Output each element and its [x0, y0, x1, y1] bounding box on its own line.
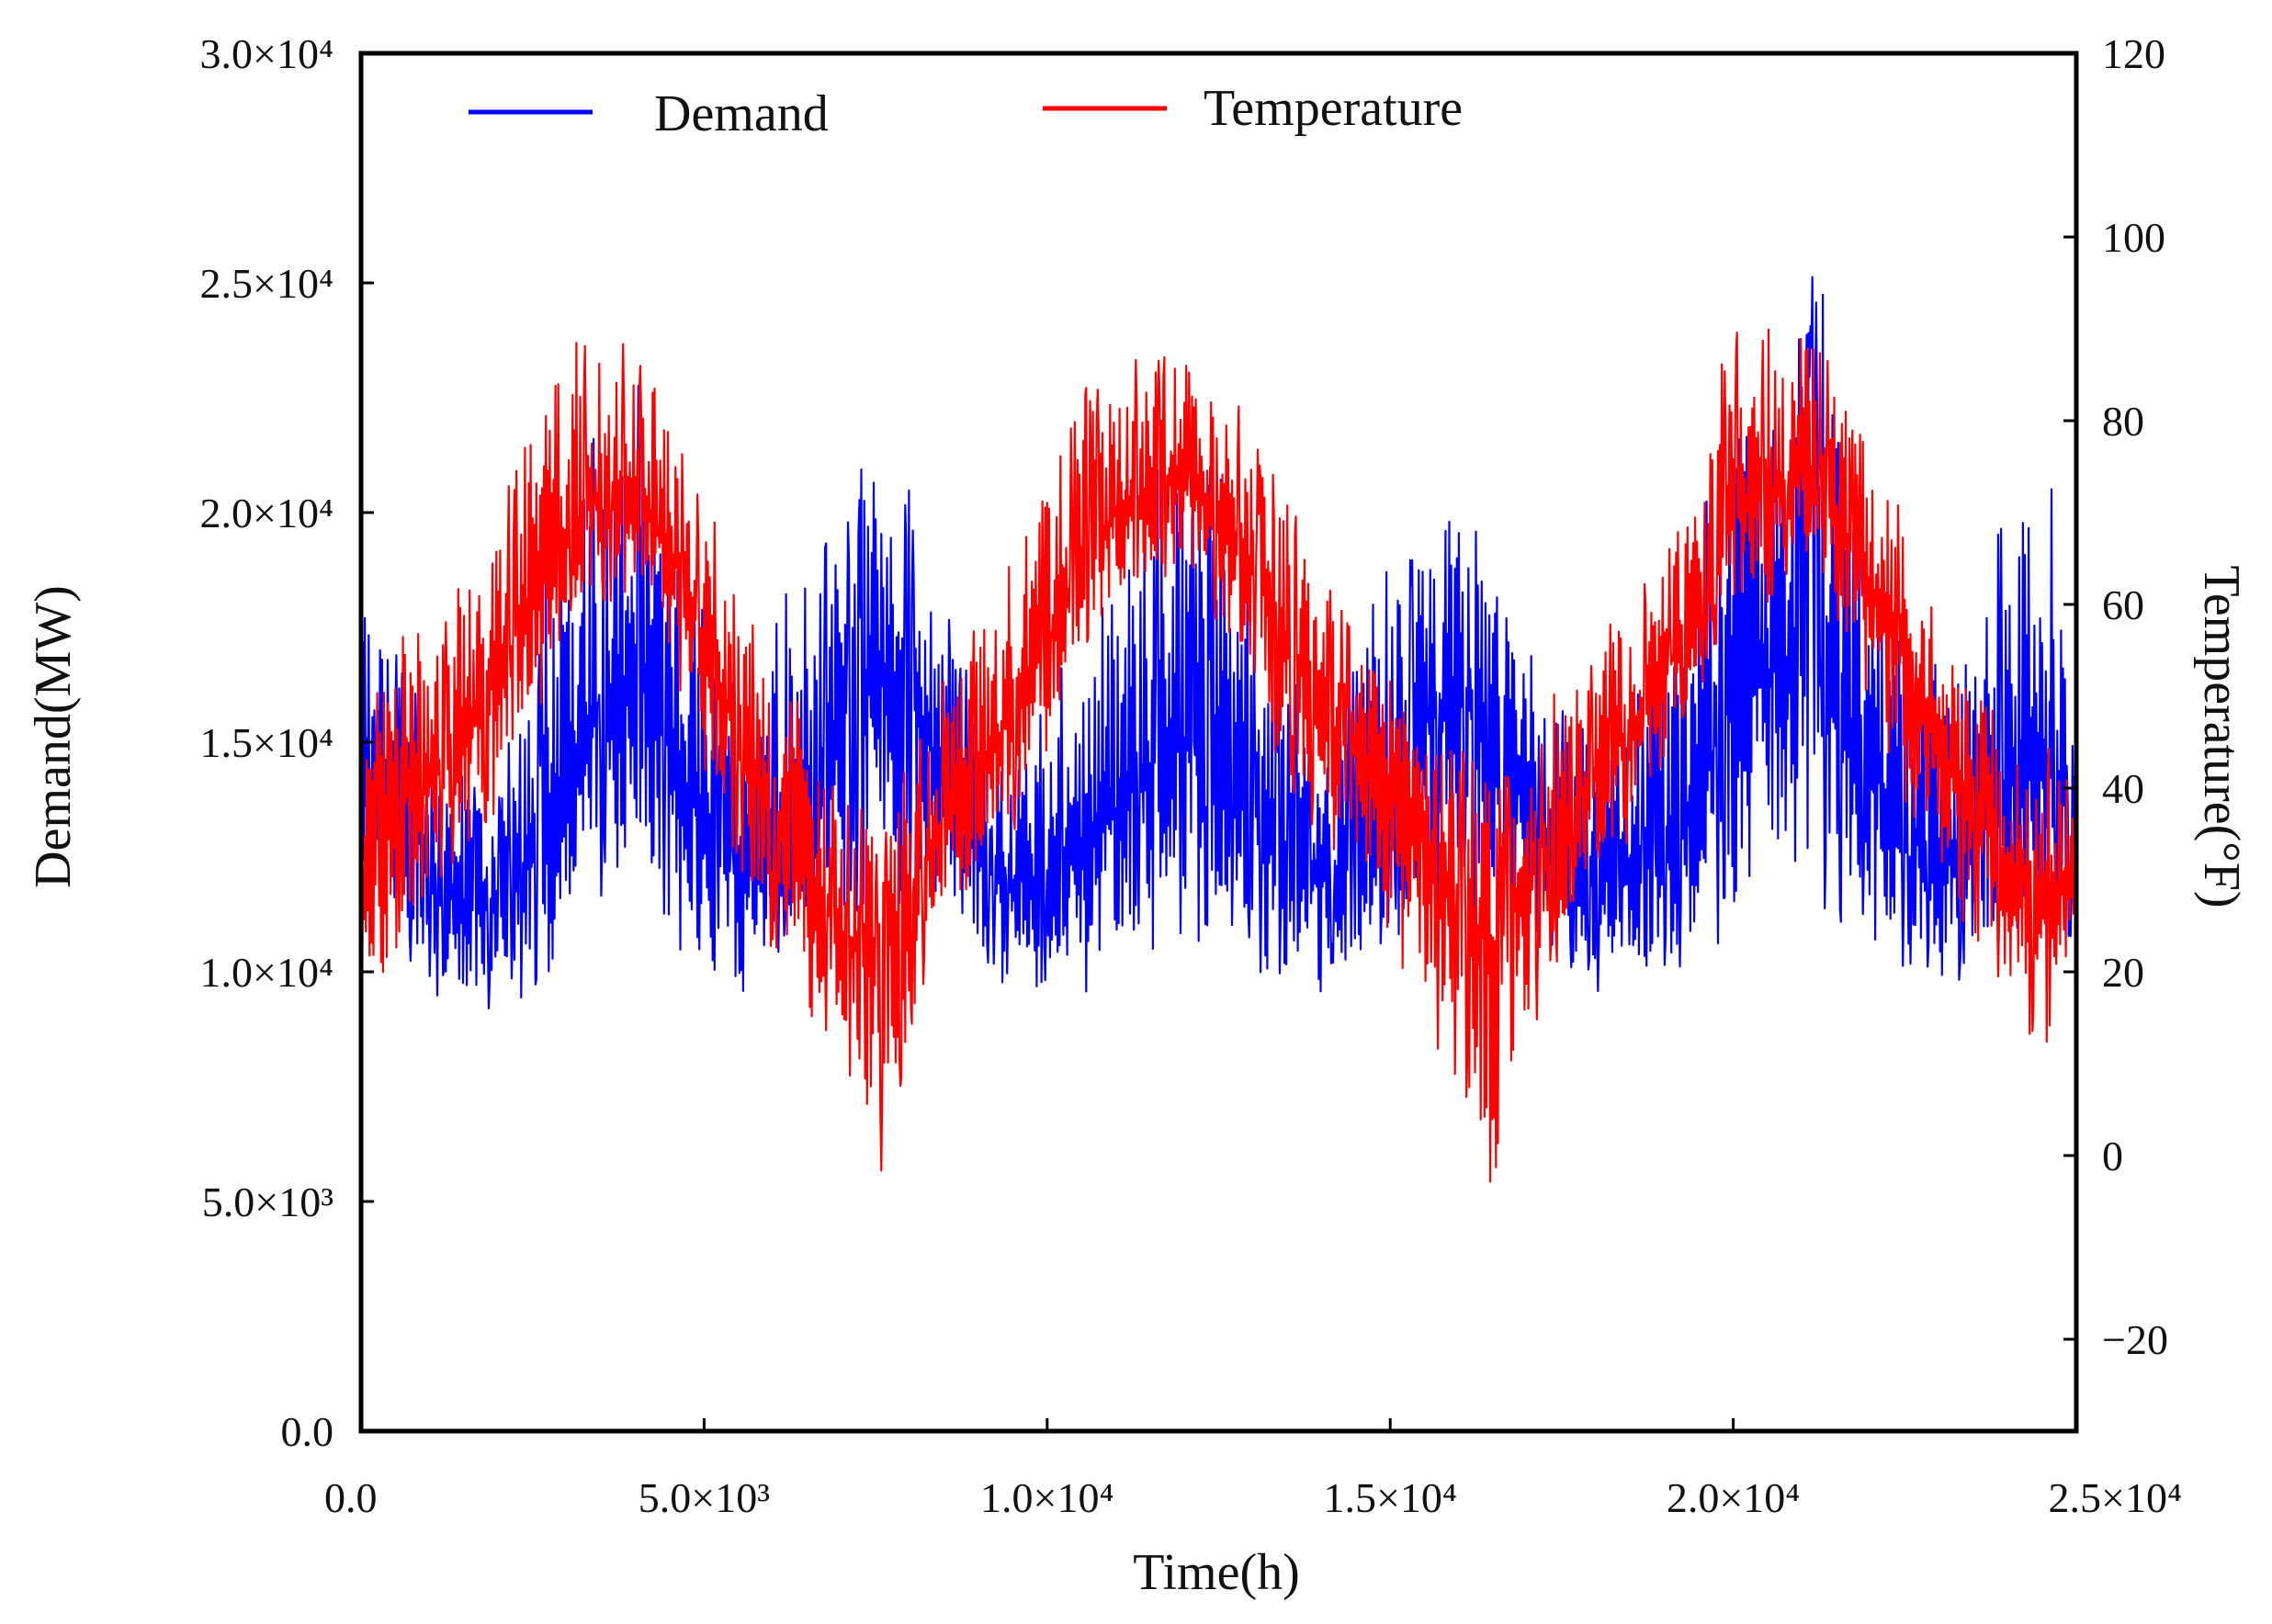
y-left-tick-label: 2.0×10⁴: [200, 490, 333, 536]
series-layer: [359, 276, 2078, 1183]
x-tick-label: 2.5×10⁴: [2049, 1474, 2182, 1521]
y-right-tick-label: 100: [2102, 214, 2165, 261]
series-line-temperature: [359, 328, 2078, 1183]
y-right-tick-label: 20: [2102, 949, 2144, 996]
y-left-tick-label: 1.5×10⁴: [200, 719, 333, 766]
x-tick-label: 1.0×10⁴: [980, 1474, 1113, 1521]
legend-label-demand: Demand: [654, 85, 829, 142]
y-left-axis-title: Demand(MW): [25, 585, 82, 888]
x-tick-label: 5.0×10³: [639, 1474, 770, 1521]
y-right-tick-label: 0: [2102, 1133, 2123, 1179]
x-axis-title: Time(h): [1133, 1544, 1300, 1601]
x-axis-ticks: 0.0 5.0×10³ 1.0×10⁴ 1.5×10⁴ 2.0×10⁴ 2.5×10⁴: [324, 1418, 2182, 1521]
y-left-tick-label: 3.0×10⁴: [200, 30, 333, 77]
legend-label-temperature: Temperature: [1204, 80, 1463, 137]
x-tick-label: 1.5×10⁴: [1323, 1474, 1456, 1521]
x-tick-label: 2.0×10⁴: [1667, 1474, 1800, 1521]
y-right-tick-label: 40: [2102, 765, 2144, 812]
y-right-tick-label: 60: [2102, 581, 2144, 628]
y-left-tick-label: 5.0×10³: [202, 1179, 333, 1225]
y-right-axis-ticks: −20 0 20 40 60 80 100 120: [2063, 30, 2168, 1363]
x-tick-label: 0.0: [324, 1474, 378, 1521]
y-right-tick-label: 80: [2102, 398, 2144, 445]
y-left-tick-label: 1.0×10⁴: [200, 949, 333, 996]
y-right-tick-label: −20: [2102, 1316, 2168, 1363]
y-right-axis-title: Temperature(°F): [2193, 566, 2250, 908]
legend: Demand Temperature: [469, 80, 1463, 142]
y-left-tick-label: 0.0: [281, 1408, 334, 1455]
y-left-tick-label: 2.5×10⁴: [200, 260, 333, 307]
y-right-tick-label: 120: [2102, 30, 2165, 77]
y-left-axis-ticks: 0.0 5.0×10³ 1.0×10⁴ 1.5×10⁴ 2.0×10⁴ 2.5×10⁴ 3.…: [200, 30, 374, 1455]
